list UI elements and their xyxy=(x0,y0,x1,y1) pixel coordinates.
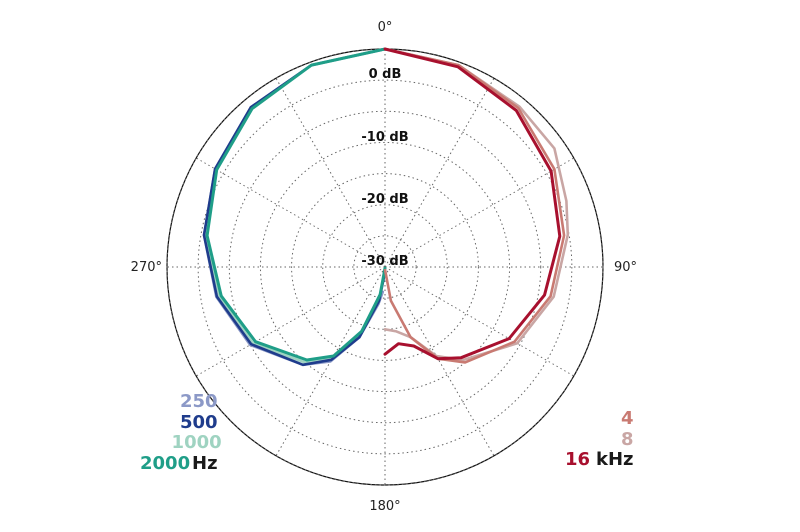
angle-label-180: 180° xyxy=(369,499,400,514)
radial-label-minus10db: -10 dB xyxy=(361,130,408,145)
angle-label-90: 90° xyxy=(614,260,637,275)
legend-item-4: 4 xyxy=(560,408,634,430)
legend-item-1000: 1000 xyxy=(140,432,222,454)
polar-grid-ring xyxy=(353,235,417,299)
legend-item-16: 16 kHz xyxy=(560,449,634,471)
series-line-2000 xyxy=(205,47,387,362)
radial-label-minus20db: -20 dB xyxy=(361,192,408,207)
polar-grid-ring xyxy=(259,141,511,393)
series-line-500 xyxy=(202,47,387,367)
polar-grid-spoke xyxy=(384,157,575,268)
legend-item-8: 8 xyxy=(560,428,634,451)
legend-hz: 250 500 1000 2000 Hz xyxy=(140,391,222,475)
polar-curves xyxy=(202,47,570,367)
legend-label-500: 500 xyxy=(179,411,218,433)
series-line-8 xyxy=(383,47,570,362)
polar-grid-spoke xyxy=(384,266,575,377)
polar-grid-spoke xyxy=(195,157,386,268)
legend-khz: 4 8 16 kHz xyxy=(560,408,634,471)
angle-label-0: 0° xyxy=(378,20,393,35)
legend-unit-hz: Hz xyxy=(192,452,218,474)
polar-grid-spoke xyxy=(384,77,495,268)
polar-grid-ring xyxy=(322,204,448,330)
polar-grid-spoke xyxy=(195,266,386,377)
legend-item-250: 250 xyxy=(140,391,218,413)
legend-label-16: 16 xyxy=(564,449,590,470)
polar-grid-spoke xyxy=(384,266,495,457)
polar-grid-ring xyxy=(197,79,573,455)
series-line-16 xyxy=(383,47,562,361)
angle-label-270: 270° xyxy=(131,260,162,275)
polar-grid-spoke xyxy=(275,77,386,268)
polar-grid-ring xyxy=(291,173,479,361)
legend-unit-khz: kHz xyxy=(596,449,634,470)
radial-label-0db: 0 dB xyxy=(369,67,402,82)
legend-item-2000: 2000 Hz xyxy=(140,452,218,475)
legend-label-2000: 2000 xyxy=(140,452,191,474)
radial-label-minus30db: -30 dB xyxy=(361,254,408,269)
polar-grid-ring xyxy=(228,110,542,424)
legend-label-1000: 1000 xyxy=(171,432,222,453)
series-line-4 xyxy=(383,47,566,364)
legend-label-250: 250 xyxy=(179,391,218,412)
legend-label-4: 4 xyxy=(620,408,634,429)
legend-label-8: 8 xyxy=(620,428,634,450)
series-line-1000 xyxy=(204,47,387,364)
legend-item-500: 500 xyxy=(140,411,218,434)
